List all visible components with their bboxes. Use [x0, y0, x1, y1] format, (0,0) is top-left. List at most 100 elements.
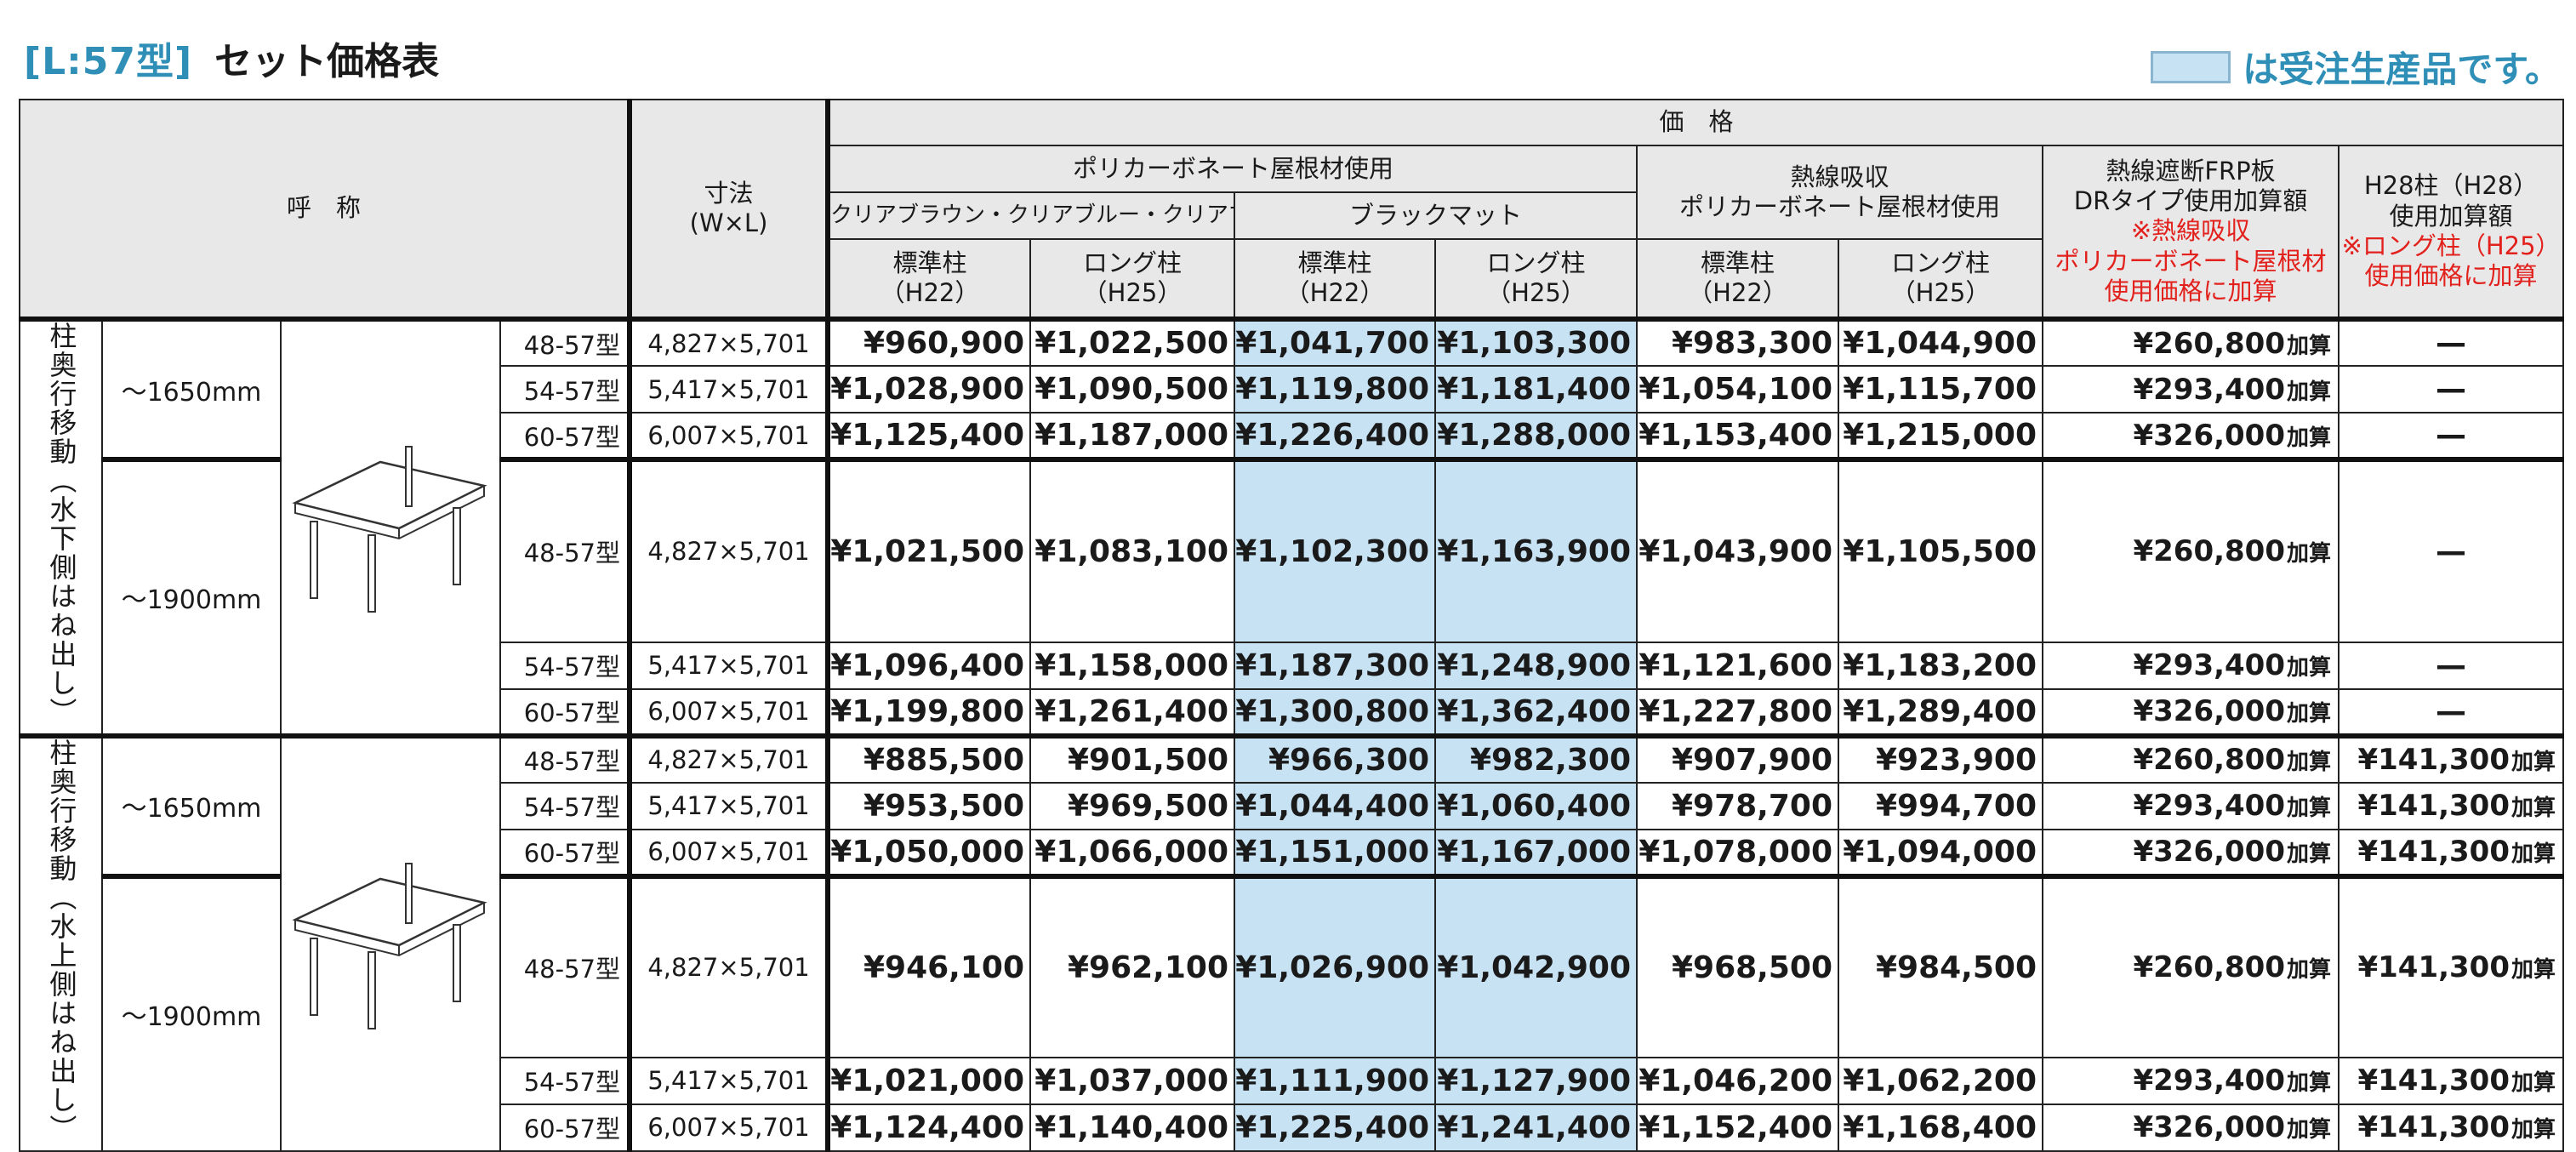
table-row: 60-57型 6,007×5,701 ¥1,125,400 ¥1,187,000 ¥1,…: [20, 412, 2565, 460]
page-title: [L:57型] セット価格表: [24, 31, 439, 85]
price-value: ¥1,288,000: [1434, 412, 1638, 460]
group-label-sub: （水下側はね出し）: [45, 466, 78, 727]
h28-amount: —: [2436, 372, 2467, 407]
price-value: ¥953,500: [825, 781, 1032, 830]
price-value: ¥1,028,900: [825, 365, 1032, 413]
price-value: ¥1,225,400: [1234, 1103, 1437, 1152]
price-value: ¥960,900: [825, 317, 1032, 367]
price-value: ¥982,300: [1434, 733, 1638, 784]
model-name: 54-57型: [499, 641, 631, 690]
price-value: ¥1,187,000: [1029, 412, 1236, 460]
header-long-sub: （H25）: [1890, 278, 1991, 307]
model-name: 48-57型: [499, 873, 631, 1058]
header-std-sub: （H22）: [1285, 278, 1385, 307]
price-value: ¥1,215,000: [1838, 412, 2044, 460]
price-value: ¥1,066,000: [1029, 828, 1236, 877]
add-unit: 加算: [2287, 841, 2332, 868]
model-name: 60-57型: [499, 1103, 631, 1152]
add-unit: 加算: [2287, 425, 2332, 451]
header-frp-note1: ※熱線吸収: [2130, 216, 2251, 246]
carport-illustration: [292, 445, 487, 613]
h28-amount: —: [2436, 533, 2467, 569]
model-name: 54-57型: [499, 781, 631, 830]
price-value: ¥1,094,000: [1838, 828, 2044, 877]
frp-amount: ¥260,800: [2133, 534, 2285, 569]
price-value: ¥1,111,900: [1234, 1056, 1437, 1105]
legend: は受注生産品です。: [2151, 41, 2561, 93]
add-unit: 加算: [2287, 701, 2332, 727]
price-value: ¥1,042,900: [1434, 873, 1638, 1058]
header-black: ブラックマット: [1234, 191, 1638, 240]
frp-add-value: ¥326,000加算: [2042, 412, 2340, 460]
header-long: ロング柱 （H25）: [1838, 238, 2044, 320]
h28-amount: ¥141,300: [2357, 1064, 2510, 1098]
add-unit: 加算: [2287, 655, 2332, 682]
price-value: ¥1,300,800: [1234, 687, 1437, 737]
add-unit: 加算: [2287, 379, 2332, 405]
price-value: ¥1,078,000: [1636, 828, 1840, 877]
header-h28: H28柱（H28） 使用加算額 ※ロング柱（H25） 使用価格に加算: [2338, 145, 2565, 320]
price-value: ¥1,062,200: [1838, 1056, 2044, 1105]
group-label: 柱奥行移動（水上側はね出し）: [19, 733, 103, 1152]
model-name: 48-57型: [499, 457, 631, 643]
legend-swatch: [2151, 50, 2231, 83]
price-value: ¥1,248,900: [1434, 641, 1638, 690]
size-value: 5,417×5,701: [627, 781, 829, 830]
group-label-text: 柱奥行移動（水下側はね出し）: [45, 324, 78, 727]
h28-add-value: ¥141,300加算: [2338, 1103, 2565, 1152]
price-value: ¥968,500: [1636, 873, 1840, 1058]
frp-add-value: ¥293,400加算: [2042, 641, 2340, 690]
price-value: ¥1,096,400: [825, 641, 1032, 690]
header-h28-note2: 使用価格に加算: [2364, 261, 2538, 291]
model-name: 60-57型: [499, 412, 631, 460]
h28-amount: —: [2436, 326, 2467, 361]
header-h28-l1: H28柱（H28）: [2363, 171, 2539, 201]
table-row: 柱奥行移動（水下側はね出し） ～1650mm 48-57型 4,827×5,701 ¥9…: [19, 317, 2565, 737]
add-unit: 加算: [2511, 1117, 2556, 1143]
price-value: ¥1,054,100: [1636, 365, 1840, 413]
price-value: ¥1,183,200: [1838, 641, 2044, 690]
price-value: ¥1,105,500: [1838, 457, 2044, 643]
frp-add-value: ¥326,000加算: [2042, 687, 2340, 737]
header-long-sub: （H25）: [1486, 278, 1586, 307]
size-value: 6,007×5,701: [627, 1103, 829, 1152]
model-name: 48-57型: [499, 317, 631, 367]
price-value: ¥1,158,000: [1029, 641, 1236, 690]
price-value: ¥1,151,000: [1234, 828, 1437, 877]
frp-amount: ¥260,800: [2133, 950, 2285, 985]
frp-amount: ¥293,400: [2133, 372, 2285, 407]
frp-amount: ¥293,400: [2133, 648, 2285, 683]
price-table: 呼 称 寸法 (W×L) 価 格 ポリカーボネート屋根材使用 熱線吸収 ポリカー…: [18, 99, 2565, 1152]
price-value: ¥1,043,900: [1636, 457, 1840, 643]
h28-amount: ¥141,300: [2357, 1110, 2510, 1145]
group-label-sub: （水上側はね出し）: [45, 882, 78, 1143]
model-name: 54-57型: [499, 365, 631, 413]
header-frp-note2: ポリカーボネート屋根材: [2055, 246, 2327, 276]
add-unit: 加算: [2287, 541, 2332, 567]
price-value: ¥1,241,400: [1434, 1103, 1638, 1152]
frp-amount: ¥326,000: [2133, 835, 2285, 870]
price-value: ¥907,900: [1636, 733, 1840, 784]
frp-add-value: ¥326,000加算: [2042, 1103, 2340, 1152]
price-value: ¥1,102,300: [1234, 457, 1437, 643]
frp-amount: ¥293,400: [2133, 1064, 2285, 1098]
table-row: 54-57型 5,417×5,701 ¥953,500 ¥969,500 ¥1,044,…: [20, 781, 2565, 830]
carport-thumbnail: [280, 733, 501, 1152]
frp-add-value: ¥326,000加算: [2042, 828, 2340, 877]
header-std: 標準柱 （H22）: [1636, 238, 1840, 320]
h28-amount: ¥141,300: [2357, 950, 2510, 985]
frp-amount: ¥293,400: [2133, 789, 2285, 824]
price-value: ¥983,300: [1636, 317, 1840, 367]
price-value: ¥1,060,400: [1434, 781, 1638, 830]
price-value: ¥1,026,900: [1234, 873, 1437, 1058]
h28-amount: ¥141,300: [2357, 743, 2510, 778]
header-h28-l2: 使用加算額: [2389, 201, 2513, 231]
price-value: ¥1,127,900: [1434, 1056, 1638, 1105]
price-value: ¥1,124,400: [825, 1103, 1032, 1152]
header-name: 呼 称: [18, 99, 631, 320]
header-size: 寸法 (W×L): [627, 99, 829, 320]
add-unit: 加算: [2287, 957, 2332, 984]
size-value: 5,417×5,701: [627, 1056, 829, 1105]
price-value: ¥1,261,400: [1029, 687, 1236, 737]
header-heat: 熱線吸収 ポリカーボネート屋根材使用: [1636, 145, 2044, 240]
